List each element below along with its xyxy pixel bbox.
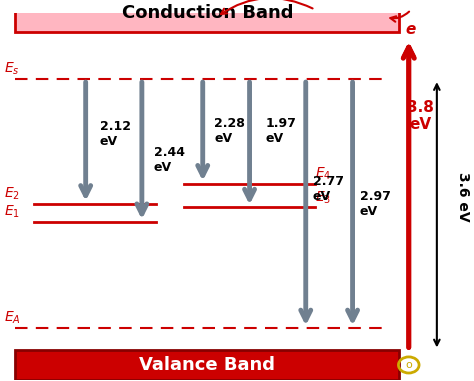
Bar	[390, 39, 418, 350]
Text: Conduction Band: Conduction Band	[122, 4, 293, 22]
Text: 1.97
eV: 1.97 eV	[266, 117, 297, 144]
Text: 2.97
eV: 2.97 eV	[360, 190, 391, 218]
Text: Valance Band: Valance Band	[139, 356, 275, 374]
Text: $E_1$: $E_1$	[4, 204, 20, 220]
Text: $E_A$: $E_A$	[4, 310, 20, 327]
Bar	[16, 350, 400, 379]
Text: o: o	[405, 360, 412, 370]
Text: $E_4$: $E_4$	[315, 165, 331, 182]
Text: 3.6 eV: 3.6 eV	[456, 172, 470, 221]
Text: 3.8
eV: 3.8 eV	[407, 100, 434, 132]
Text: 2.44
eV: 2.44 eV	[154, 146, 184, 174]
Text: $E_3$: $E_3$	[315, 189, 331, 206]
Text: $E_s$: $E_s$	[4, 61, 19, 77]
Text: 2.28
eV: 2.28 eV	[214, 117, 246, 144]
Text: 2.77
eV: 2.77 eV	[313, 175, 344, 203]
Bar	[16, 0, 400, 32]
Text: $E_2$: $E_2$	[4, 186, 20, 202]
Text: 2.12
eV: 2.12 eV	[100, 120, 131, 148]
Text: e: e	[406, 22, 416, 37]
